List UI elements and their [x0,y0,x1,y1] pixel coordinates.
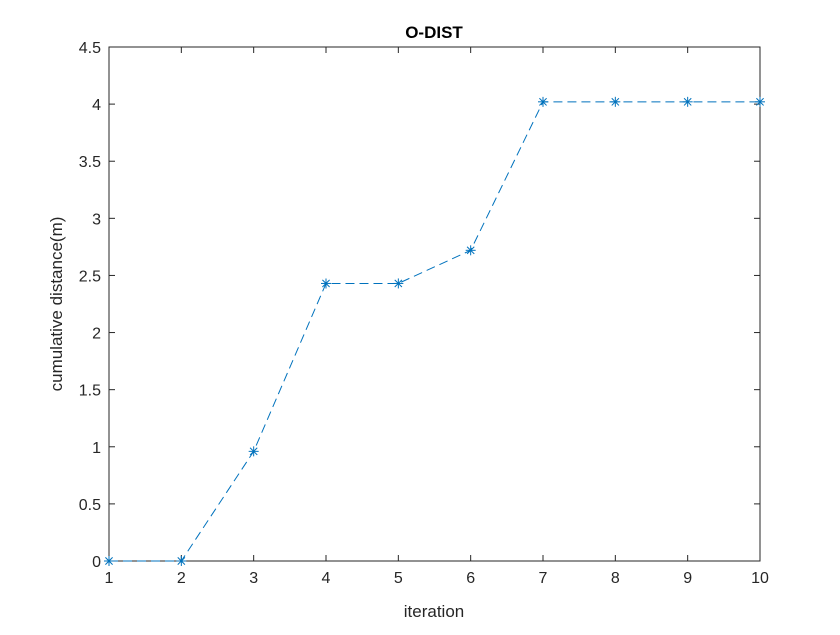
x-tick-label: 6 [466,570,475,587]
x-tick-label: 8 [611,570,620,587]
y-tick-label: 2.5 [79,268,101,285]
y-tick-label: 3.5 [79,154,101,171]
y-tick-label: 0 [92,554,101,571]
x-tick-label: 5 [394,570,403,587]
x-tick-label: 4 [322,570,331,587]
data-point-marker [176,556,187,566]
x-tick-label: 1 [105,570,114,587]
y-axis-label: cumulative distance(m) [47,217,66,392]
data-point-marker [321,278,331,289]
x-tick-label: 9 [683,570,692,587]
x-tick-label: 2 [177,570,186,587]
data-point-marker [610,96,621,107]
data-point-marker [682,96,693,107]
chart-title: O-DIST [405,23,463,42]
y-tick-label: 4 [92,97,101,114]
plot-area [108,46,761,562]
data-point-marker [104,556,114,566]
data-point-marker [755,96,765,107]
data-point-marker [538,96,548,107]
data-point-marker [248,446,259,457]
axis-ticks: 1 2 3 4 5 6 7 8 9 10 0 0.5 1 1.5 2 2.5 3 3.5 4 4.5 [79,40,769,587]
y-tick-label: 3 [92,211,101,228]
y-tick-label: 4.5 [79,40,101,57]
y-tick-label: 2 [92,326,101,343]
series-layer [104,96,765,566]
data-point-marker [465,245,476,256]
x-tick-label: 10 [751,570,769,587]
y-tick-label: 1.5 [79,383,101,400]
x-axis-label: iteration [404,602,464,621]
x-tick-label: 7 [539,570,548,587]
data-point-marker [393,278,404,289]
x-tick-label: 3 [249,570,258,587]
y-tick-label: 1 [92,440,101,457]
series-line [109,101,760,562]
y-tick-label: 0.5 [79,497,101,514]
